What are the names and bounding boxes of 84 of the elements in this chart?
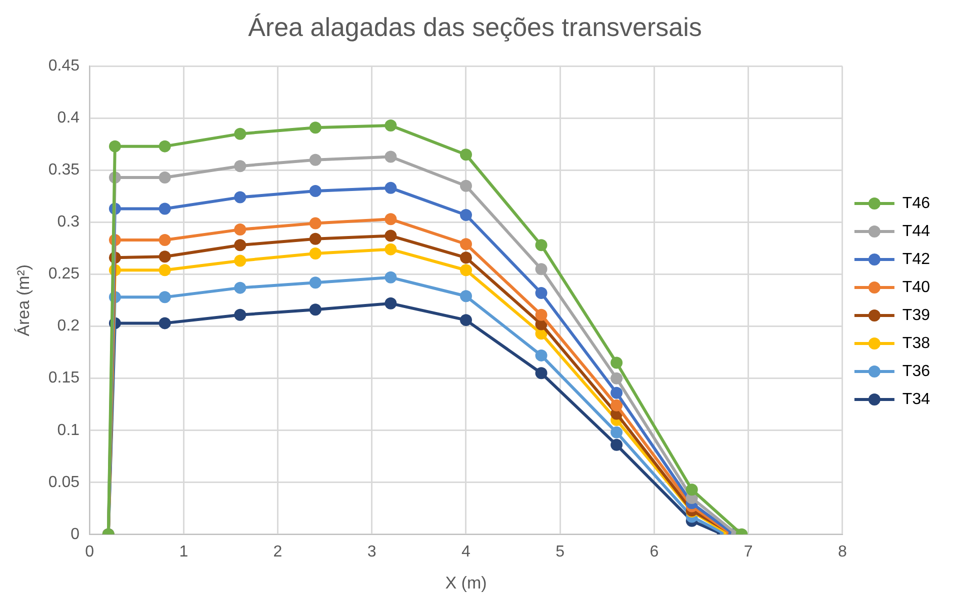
point xyxy=(535,308,548,321)
legend-label: T42 xyxy=(902,250,930,268)
point xyxy=(460,252,472,264)
point xyxy=(535,287,548,300)
point xyxy=(158,140,171,152)
point xyxy=(535,349,548,362)
chart-title: Área alagadas das seções transversais xyxy=(248,12,702,42)
x-tick-label: 3 xyxy=(367,543,376,560)
point xyxy=(460,208,472,221)
y-tick-label: 0.35 xyxy=(48,162,80,179)
x-tick-label: 4 xyxy=(462,543,471,560)
point xyxy=(384,271,397,284)
point xyxy=(460,314,472,326)
point xyxy=(309,247,322,260)
legend-label: T46 xyxy=(902,194,930,212)
point xyxy=(234,308,246,321)
y-tick-label: 0.25 xyxy=(48,266,80,283)
point xyxy=(384,182,397,194)
y-tick-label: 0.15 xyxy=(48,370,80,387)
y-tick-label: 0.3 xyxy=(57,214,80,231)
point xyxy=(309,154,322,166)
point xyxy=(535,239,548,252)
point xyxy=(234,128,246,140)
x-tick-label: 8 xyxy=(838,543,847,560)
point xyxy=(686,484,698,496)
y-axis-title: Área (m²) xyxy=(14,264,33,336)
point xyxy=(158,234,171,246)
y-tick-label: 0 xyxy=(70,526,80,543)
y-tick-label: 0.05 xyxy=(48,474,80,491)
point xyxy=(234,254,246,267)
legend-label: T36 xyxy=(902,362,930,380)
point xyxy=(309,304,322,316)
point xyxy=(535,263,548,276)
point xyxy=(460,290,472,302)
point xyxy=(234,191,246,204)
point xyxy=(309,122,322,134)
point xyxy=(460,238,472,250)
point xyxy=(158,172,171,184)
point xyxy=(309,185,322,198)
point xyxy=(234,239,246,252)
point xyxy=(610,426,623,438)
point xyxy=(158,202,171,215)
legend-label: T40 xyxy=(902,278,930,296)
x-tick-label: 2 xyxy=(273,543,282,560)
y-tick-label: 0.1 xyxy=(57,422,80,439)
x-tick-label: 1 xyxy=(179,543,188,560)
point xyxy=(384,297,397,310)
point xyxy=(610,399,623,412)
y-tick-label: 0.4 xyxy=(57,110,80,127)
point xyxy=(610,356,623,369)
x-tick-label: 7 xyxy=(744,543,753,560)
point xyxy=(234,224,246,236)
legend-label: T34 xyxy=(902,390,930,408)
x-tick-label: 6 xyxy=(650,543,659,560)
point xyxy=(158,250,171,263)
point xyxy=(384,243,397,256)
point xyxy=(610,386,623,399)
x-axis-title: X (m) xyxy=(445,573,487,592)
point xyxy=(610,438,623,451)
point xyxy=(460,264,472,276)
point xyxy=(309,276,322,289)
y-tick-label: 0.2 xyxy=(57,318,80,335)
point xyxy=(384,120,397,132)
legend-label: T39 xyxy=(902,306,930,324)
legend-label: T44 xyxy=(902,222,930,240)
point xyxy=(234,160,246,172)
point xyxy=(309,217,322,230)
point xyxy=(158,264,171,276)
point xyxy=(158,317,171,330)
y-tick-label: 0.45 xyxy=(48,58,80,75)
point xyxy=(535,367,548,380)
point xyxy=(610,372,623,384)
point xyxy=(460,148,472,161)
point xyxy=(309,232,322,245)
x-tick-label: 0 xyxy=(85,543,94,560)
x-tick-label: 5 xyxy=(556,543,565,560)
point xyxy=(460,180,472,192)
point xyxy=(384,150,397,163)
point xyxy=(384,213,397,226)
point xyxy=(158,291,171,304)
point xyxy=(234,282,246,294)
legend-label: T38 xyxy=(902,334,930,352)
point xyxy=(108,140,121,152)
point xyxy=(384,230,397,242)
